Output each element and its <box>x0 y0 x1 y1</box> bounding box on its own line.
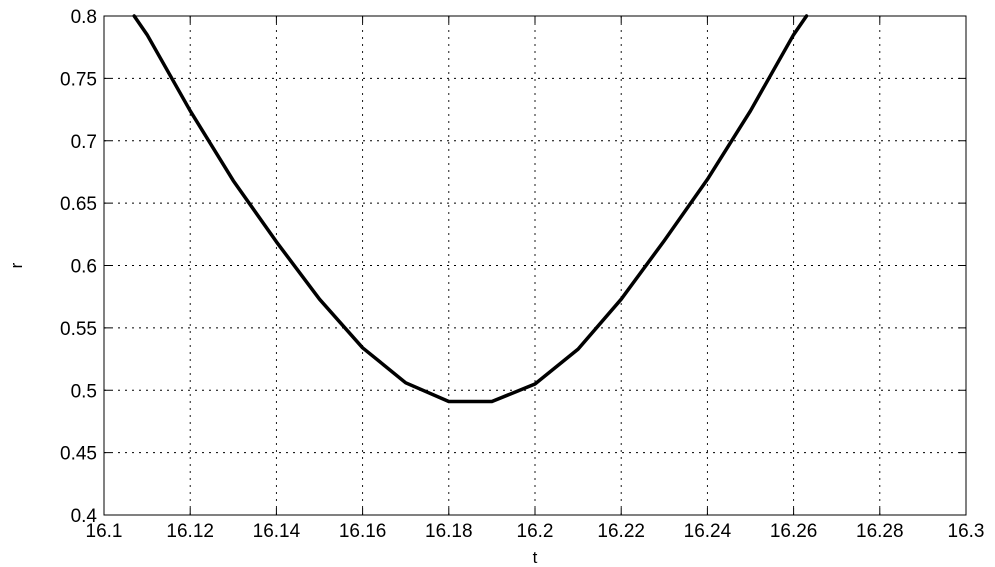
x-tick-label: 16.12 <box>166 521 214 542</box>
y-tick-label: 0.65 <box>60 194 97 215</box>
x-tick-label: 16.14 <box>253 521 301 542</box>
x-tick-label: 16.28 <box>856 521 904 542</box>
x-tick-label: 16.18 <box>425 521 473 542</box>
y-tick-label: 0.45 <box>60 444 97 465</box>
x-tick-label: 16.16 <box>339 521 387 542</box>
y-tick-label: 0.6 <box>71 257 97 278</box>
y-tick-label: 0.7 <box>71 132 97 153</box>
y-tick-label: 0.4 <box>71 506 98 527</box>
x-axis-label: t <box>533 548 538 567</box>
x-tick-label: 16.2 <box>517 521 554 542</box>
grid <box>104 16 966 515</box>
tick-labels: 16.1 16.12 16.14 16.16 16.18 16.2 16.22 16.24 16… <box>60 7 984 542</box>
x-tick-label: 16.24 <box>684 521 732 542</box>
x-tick-label: 16.26 <box>770 521 818 542</box>
plot-frame <box>103 15 967 516</box>
x-tick-label: 16.1 <box>86 521 123 542</box>
y-tick-label: 0.75 <box>60 69 97 90</box>
y-tick-label: 0.8 <box>71 7 97 28</box>
x-tick-label: 16.3 <box>948 521 985 542</box>
series-layer <box>132 14 809 404</box>
y-axis-label: r <box>7 262 26 268</box>
y-tick-label: 0.5 <box>71 381 97 402</box>
series-line <box>132 14 809 404</box>
y-tick-label: 0.55 <box>60 319 97 340</box>
x-tick-label: 16.22 <box>597 521 645 542</box>
axis-ticks <box>103 15 967 516</box>
